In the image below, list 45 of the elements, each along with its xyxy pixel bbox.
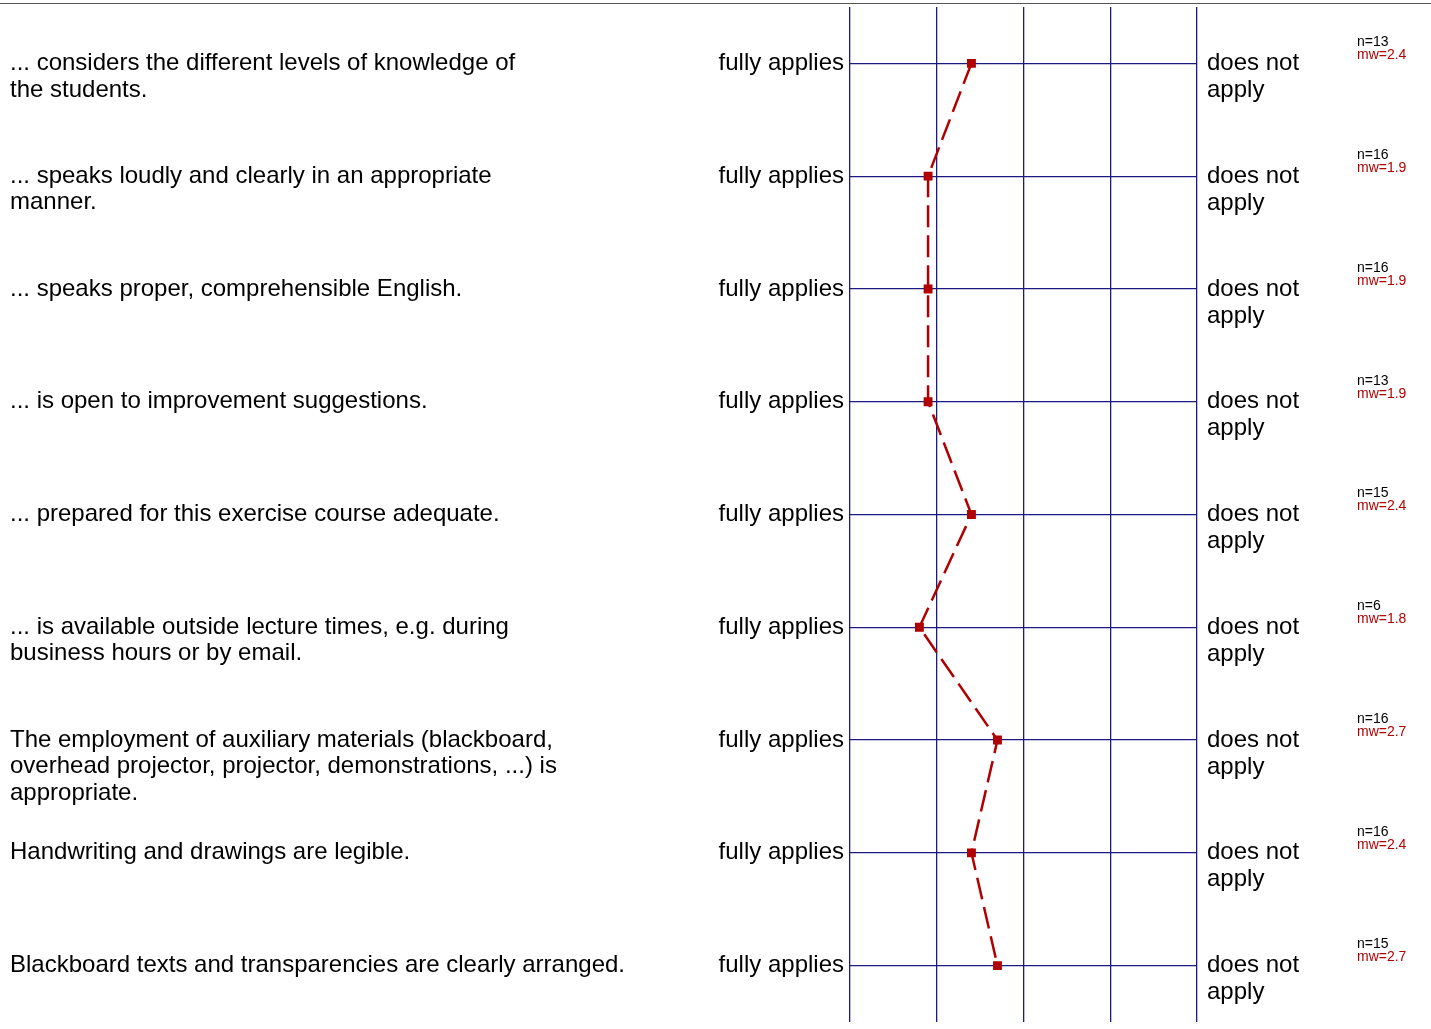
y-tick-label: Blackboard texts and transparencies are clearly arranged. [10, 950, 625, 978]
data-label: 2.4 [1386, 497, 1407, 514]
data-label: 2.7 [1386, 948, 1407, 965]
text: fully applies [718, 724, 844, 752]
point [993, 961, 1002, 971]
text: does not apply [1207, 386, 1300, 441]
point [967, 58, 976, 68]
text: fully applies [718, 48, 844, 76]
y-tick-label: ... speaks proper, comprehensible English. [10, 273, 463, 301]
y-tick-label: ... speaks loudly and clearly in an appropriate manner. [10, 160, 492, 215]
text: does not apply [1207, 273, 1300, 328]
text: fully applies [718, 386, 844, 414]
y-tick-label: ... is open to improvement suggestions. [10, 386, 428, 414]
text: fully applies [718, 160, 844, 188]
text: fully applies [718, 499, 844, 527]
data-label: 2.4 [1386, 46, 1407, 63]
y-tick-label: ... is available outside lecture times, e.g. during business hours or by email. [10, 611, 509, 666]
data-label: 2.7 [1386, 722, 1407, 739]
data-label: 1.9 [1386, 271, 1407, 288]
point [914, 622, 924, 632]
y-tick-label: ... considers the different levels of knowledge of the students. [10, 48, 516, 102]
text: does not apply [1207, 160, 1300, 215]
y-tick-label: ... prepared for this exercise course adequate. [10, 499, 500, 527]
text: fully applies [718, 611, 844, 639]
text: fully applies [718, 273, 844, 301]
data-label: 1.9 [1386, 384, 1407, 401]
text: does not apply [1207, 499, 1300, 554]
point [967, 510, 976, 519]
point [967, 848, 976, 858]
text: fully applies [718, 837, 844, 865]
text: does not apply [1207, 724, 1300, 779]
text: does not apply [1207, 611, 1300, 666]
text: does not apply [1207, 48, 1300, 103]
text: does not apply [1207, 837, 1300, 892]
text: fully applies [718, 950, 844, 978]
data-label: 1.8 [1386, 610, 1407, 627]
point [923, 397, 933, 407]
y-tick-label: Handwriting and drawings are legible. [10, 837, 411, 865]
y-tick-label: The employment of auxiliary materials (blackboard, overhead projector, projector, demonstrations, ...) is appropriate. [10, 724, 557, 805]
point [993, 735, 1002, 745]
point [923, 284, 933, 294]
data-label: 1.9 [1386, 159, 1407, 176]
text: does not apply [1207, 950, 1300, 1005]
point [923, 171, 933, 181]
data-label: 2.4 [1386, 835, 1407, 852]
